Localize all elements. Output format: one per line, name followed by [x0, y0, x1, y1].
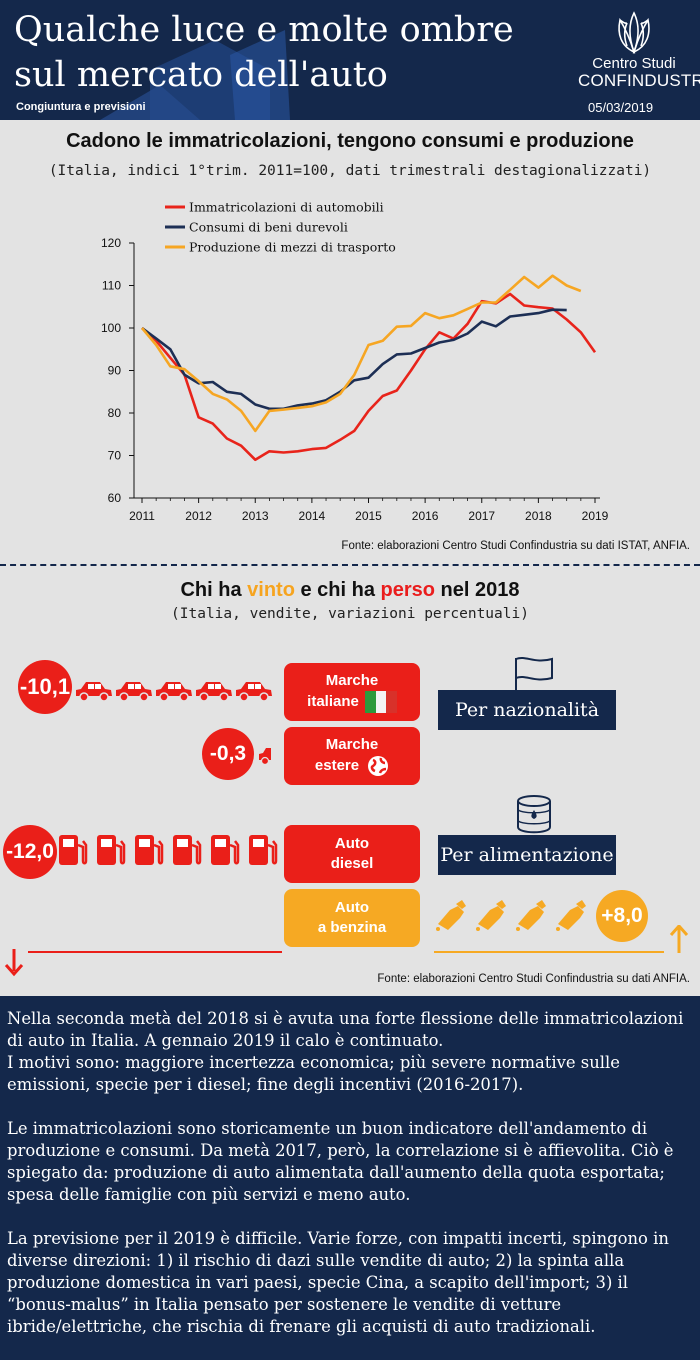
y-tick-label: 120	[101, 236, 121, 250]
italian-flag-icon	[364, 691, 397, 713]
y-tick-label: 70	[108, 449, 122, 463]
y-tick-label: 100	[101, 321, 121, 335]
x-tick-label: 2013	[242, 509, 269, 523]
series-line-3	[141, 274, 582, 433]
by-fuel-label: Per alimentazione	[438, 835, 616, 875]
chart-subtitle: (Italia, indici 1°trim. 2011=100, dati t…	[48, 163, 652, 179]
petrol-label-1: Auto	[334, 899, 370, 916]
x-tick-label: 2019	[582, 509, 609, 523]
foreign-brands-box: Marche estere	[284, 727, 420, 785]
page-subtitle: Congiuntura e previsioni	[16, 101, 146, 113]
x-tick-label: 2014	[299, 509, 326, 523]
paragraph-1-line-2: I motivi sono: maggiore incertezza econo…	[7, 1053, 620, 1094]
confindustria-logo: Centro Studi CONFINDUSTRIA	[578, 10, 700, 90]
page-title: Qualche luce e molte ombre sul mercato d…	[14, 8, 534, 98]
paragraph-3: La previsione per il 2019 è difficile. V…	[7, 1229, 669, 1336]
section-divider	[0, 564, 700, 566]
series-line-2	[141, 308, 567, 411]
x-tick-label: 2012	[185, 509, 212, 523]
foreign-brands-label-2: estere	[314, 757, 360, 774]
chart-title: Cadono le immatricolazioni, tengono cons…	[66, 130, 634, 152]
legend-label-3: Produzione di mezzi di trasporto	[189, 240, 396, 255]
title-line-1: Qualche luce e molte ombre	[14, 10, 514, 50]
title-part-pre: Chi ha	[180, 579, 248, 601]
trend-arrows	[4, 925, 689, 977]
publication-date: 05/03/2019	[588, 100, 654, 115]
logo-text-centro-studi: Centro Studi	[592, 55, 676, 72]
x-tick-label: 2011	[129, 509, 155, 523]
foreign-brands-label-1: Marche	[325, 736, 379, 753]
series-line-1	[141, 292, 597, 462]
logo-emblem-icon	[618, 11, 650, 54]
line-chart: 60 70 80 90 100 110 120 2011 2012 2013 2014 2015 201…	[101, 200, 609, 524]
x-tick-label: 2017	[468, 509, 495, 523]
y-tick-label: 110	[102, 279, 121, 293]
italian-brands-value: -10,1	[18, 660, 72, 714]
diesel-value: -12,0	[3, 825, 57, 879]
fuel-pump-icon	[57, 833, 278, 867]
diesel-label-2: diesel	[330, 855, 374, 872]
petrol-value: +8,0	[596, 890, 648, 942]
italian-brands-label-2: italiane	[307, 693, 359, 710]
oil-barrel-icon	[517, 795, 551, 834]
infographic-source: Fonte: elaborazioni Centro Studi Confind…	[377, 973, 690, 985]
globe-icon	[368, 756, 389, 776]
foreign-brands-label-row: estere	[315, 755, 389, 777]
header-banner: Qualche luce e molte ombre sul mercato d…	[0, 0, 700, 120]
italian-brands-box: Marche italiane	[284, 663, 420, 721]
diesel-box: Auto diesel	[284, 825, 420, 883]
title-line-2: sul mercato dell'auto	[14, 55, 388, 95]
title-word-vinto: vinto	[247, 579, 295, 601]
paragraph-1-line-1: Nella seconda metà del 2018 si è avuta u…	[7, 1009, 684, 1050]
title-word-perso: perso	[380, 579, 435, 601]
x-tick-label: 2018	[525, 509, 552, 523]
paragraph-2: Le immatricolazioni sono storicamente un…	[7, 1119, 674, 1204]
flag-icon	[515, 657, 553, 691]
petrol-label-2: a benzina	[317, 919, 387, 936]
car-small-icon	[259, 748, 271, 766]
x-tick-label: 2015	[355, 509, 382, 523]
paragraph-1: Nella seconda metà del 2018 si è avuta u…	[7, 1008, 693, 1096]
y-tick-label: 60	[108, 491, 122, 505]
title-part-mid: e chi ha	[294, 579, 381, 601]
italian-brands-label-row: italiane	[307, 691, 397, 713]
legend-label-2: Consumi di beni durevoli	[189, 220, 348, 235]
arrow-down-icon	[4, 949, 24, 977]
y-tick-label: 90	[108, 364, 122, 378]
petrol-box: Auto a benzina	[284, 889, 420, 947]
italian-brands-label-1: Marche	[325, 672, 379, 689]
logo-text-confindustria: CONFINDUSTRIA	[578, 71, 700, 90]
legend-label-1: Immatricolazioni di automobili	[189, 200, 384, 215]
x-tick-label: 2016	[412, 509, 439, 523]
y-tick-label: 80	[108, 406, 122, 420]
foreign-brands-value: -0,3	[202, 728, 254, 780]
arrow-up-icon	[669, 925, 689, 953]
header-decoration	[100, 30, 290, 120]
commentary-text: Nella seconda metà del 2018 si è avuta u…	[0, 996, 700, 1360]
car-icon	[75, 681, 273, 702]
chart-source: Fonte: elaborazioni Centro Studi Confind…	[341, 540, 690, 552]
title-part-post: nel 2018	[435, 579, 520, 601]
infographic-title: Chi ha vinto e chi ha perso nel 2018	[0, 579, 700, 602]
by-nationality-label: Per nazionalità	[438, 690, 616, 730]
infographic-subtitle: (Italia, vendite, variazioni percentuali…	[171, 606, 529, 622]
diesel-label-1: Auto	[334, 835, 370, 852]
